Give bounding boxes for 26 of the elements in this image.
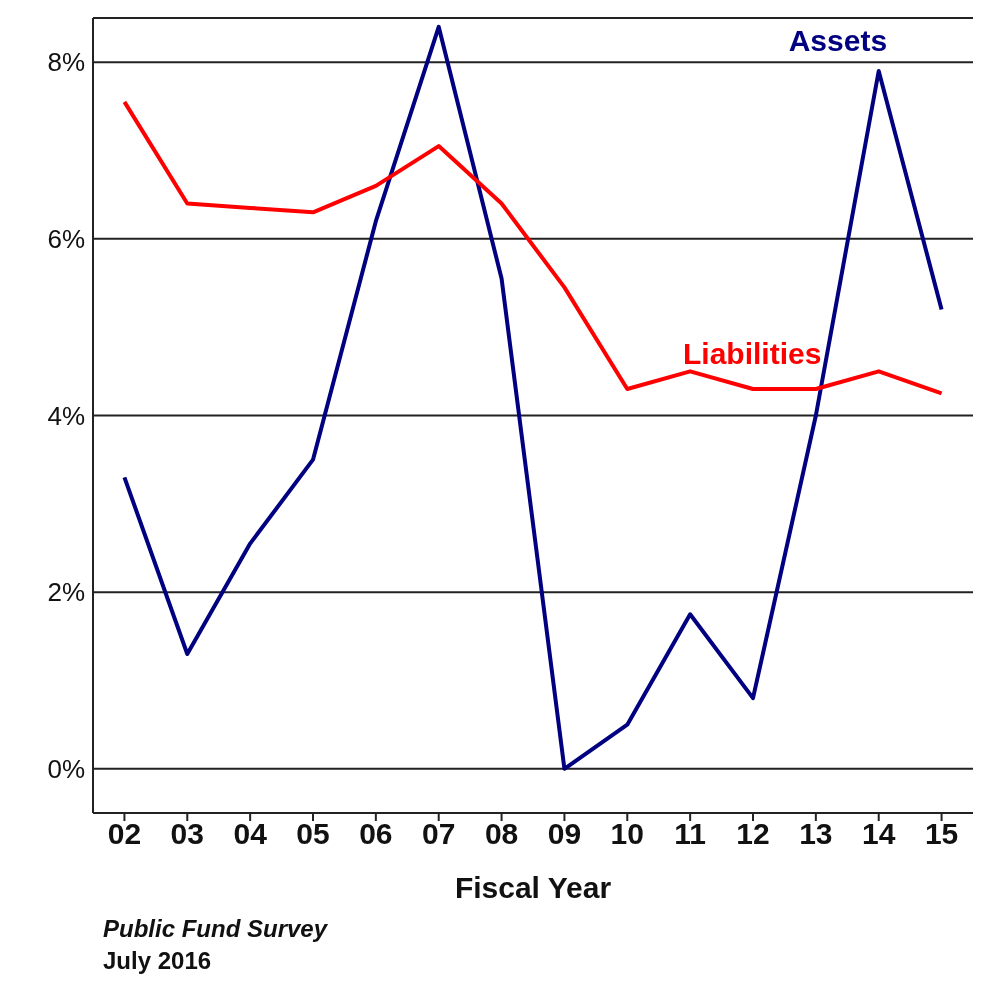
- x-tick-label: 12: [736, 817, 770, 851]
- x-tick-label: 07: [422, 817, 456, 851]
- y-tick-label: 6%: [47, 224, 85, 255]
- x-tick-label: 14: [862, 817, 896, 851]
- line-series: [122, 24, 944, 771]
- x-tick-label: 10: [610, 817, 644, 851]
- x-axis-title: Fiscal Year: [454, 871, 612, 904]
- y-tick-label: 8%: [47, 47, 85, 78]
- y-tick-label: 0%: [47, 754, 85, 785]
- x-tick-label: 11: [674, 817, 706, 851]
- text: July 2016: [103, 946, 213, 976]
- x-tick-label: 08: [484, 817, 519, 851]
- y-tick-label: 4%: [47, 400, 85, 431]
- x-tick-label: 05: [296, 817, 330, 851]
- x-tick-label: 02: [107, 817, 142, 851]
- y-tick-label: 2%: [47, 577, 85, 608]
- text: Public Fund Survey: [103, 914, 328, 944]
- series-label: Liabilities: [683, 337, 822, 370]
- x-tick-label: 15: [924, 817, 959, 851]
- x-tick-label: 06: [359, 817, 393, 851]
- x-tick-label: 09: [547, 817, 582, 851]
- x-tick-label: 03: [170, 817, 204, 851]
- x-tick-label: 13: [799, 817, 833, 851]
- series-label: Assets: [788, 24, 888, 57]
- line-series: [122, 99, 944, 396]
- x-tick-label: 04: [233, 817, 268, 851]
